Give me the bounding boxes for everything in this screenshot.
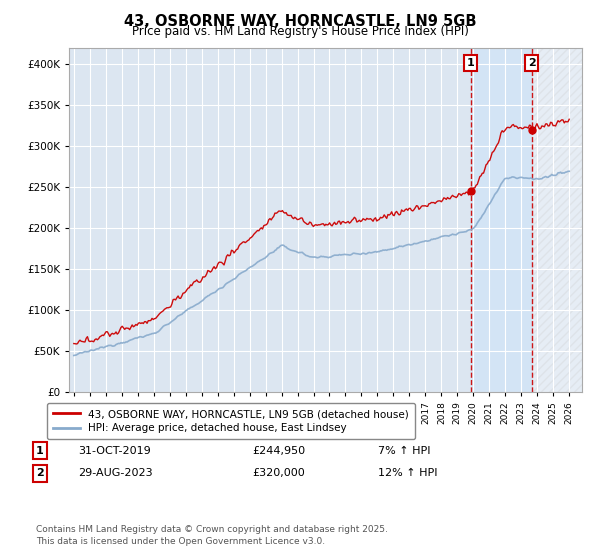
Text: 2: 2 xyxy=(36,468,44,478)
Text: £320,000: £320,000 xyxy=(252,468,305,478)
Text: Contains HM Land Registry data © Crown copyright and database right 2025.
This d: Contains HM Land Registry data © Crown c… xyxy=(36,525,388,546)
Text: 43, OSBORNE WAY, HORNCASTLE, LN9 5GB: 43, OSBORNE WAY, HORNCASTLE, LN9 5GB xyxy=(124,14,476,29)
Text: 7% ↑ HPI: 7% ↑ HPI xyxy=(378,446,431,456)
Text: 29-AUG-2023: 29-AUG-2023 xyxy=(78,468,152,478)
Text: Price paid vs. HM Land Registry's House Price Index (HPI): Price paid vs. HM Land Registry's House … xyxy=(131,25,469,38)
Text: 2: 2 xyxy=(528,58,536,68)
Text: 1: 1 xyxy=(36,446,44,456)
Legend: 43, OSBORNE WAY, HORNCASTLE, LN9 5GB (detached house), HPI: Average price, detac: 43, OSBORNE WAY, HORNCASTLE, LN9 5GB (de… xyxy=(47,403,415,440)
Text: £244,950: £244,950 xyxy=(252,446,305,456)
Bar xyxy=(470,48,532,392)
Text: 1: 1 xyxy=(467,58,475,68)
Bar xyxy=(532,48,582,392)
Text: 31-OCT-2019: 31-OCT-2019 xyxy=(78,446,151,456)
Text: 12% ↑ HPI: 12% ↑ HPI xyxy=(378,468,437,478)
